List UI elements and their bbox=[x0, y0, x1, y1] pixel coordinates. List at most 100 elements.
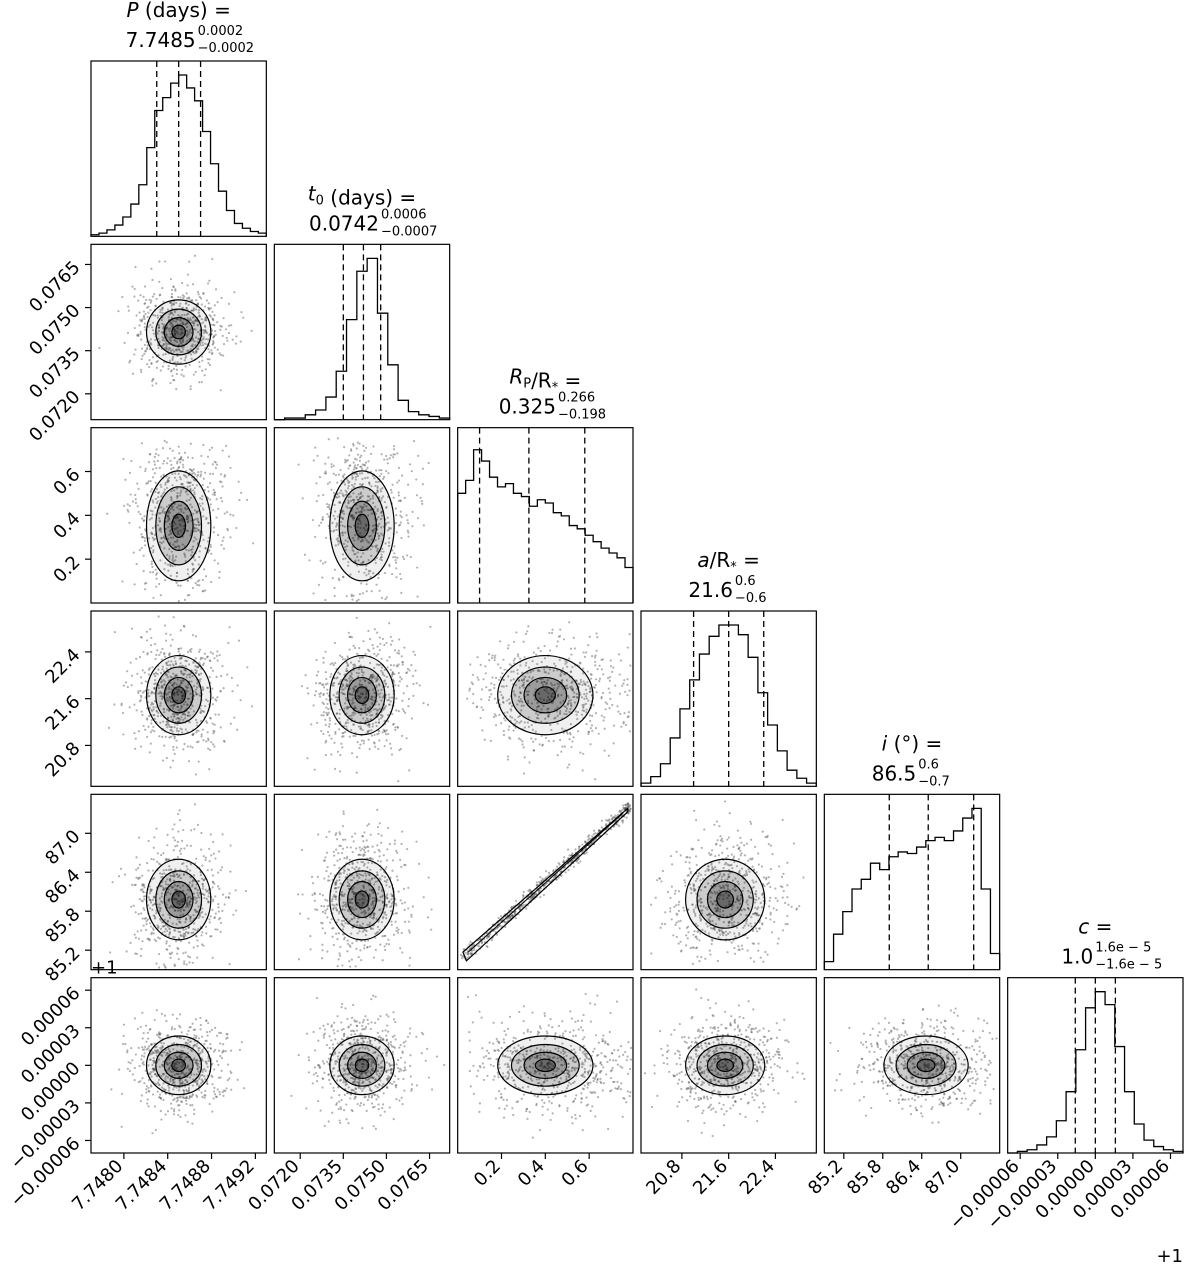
panel-c-vs-i bbox=[823, 977, 1001, 1154]
panel-frame bbox=[273, 243, 451, 421]
x-tick-label-Rp: 0.6 bbox=[558, 1156, 593, 1191]
contours-i-vs-t0 bbox=[329, 858, 395, 941]
param-minus-aR: −0.6 bbox=[735, 591, 767, 606]
scatter-c-vs-Rp bbox=[466, 992, 633, 1139]
panel-frame bbox=[273, 610, 451, 787]
param-plus-P: 0.0002 bbox=[198, 24, 244, 39]
contours-c-vs-P bbox=[145, 1035, 212, 1096]
param-label-Rp: RP/R* = bbox=[509, 365, 581, 396]
x-tick-label-i: 85.8 bbox=[843, 1156, 886, 1199]
contours-Rp-vs-t0 bbox=[329, 470, 395, 582]
panel-Rp-vs-t0 bbox=[273, 427, 451, 604]
x-tick-label-i: 85.2 bbox=[804, 1156, 847, 1199]
contours-aR-vs-t0 bbox=[329, 654, 395, 736]
param-label-c: c = bbox=[1078, 915, 1112, 939]
histogram-Rp bbox=[457, 449, 634, 603]
contours-c-vs-i bbox=[883, 1035, 969, 1096]
panel-P-vs-P bbox=[90, 60, 267, 237]
param-median-c: 1.0 bbox=[1061, 945, 1093, 969]
param-label-i: i (°) = bbox=[882, 731, 943, 755]
param-label-t0: t0 (days) = bbox=[308, 181, 416, 209]
scatter-Rp-vs-t0 bbox=[297, 437, 430, 602]
panel-frame bbox=[457, 793, 634, 971]
contours-i-vs-aR bbox=[684, 858, 766, 941]
contours-i-vs-Rp bbox=[462, 807, 629, 962]
contours-t0-vs-P bbox=[145, 299, 212, 365]
panel-frame bbox=[90, 60, 267, 237]
panel-i-vs-i bbox=[823, 793, 1001, 971]
param-minus-c: −1.6e − 5 bbox=[1095, 958, 1162, 973]
histogram-i bbox=[823, 807, 1001, 970]
param-median-i: 86.5 bbox=[872, 761, 917, 785]
y-tick-label-i: 85.2 bbox=[41, 943, 84, 986]
x-tick-label-aR: 22.4 bbox=[736, 1156, 779, 1199]
y-offset-label-c: +1 bbox=[91, 958, 118, 979]
x-tick-label-aR: 20.8 bbox=[642, 1156, 685, 1199]
panel-frame bbox=[273, 793, 451, 971]
panel-frame bbox=[823, 977, 1001, 1154]
x-tick-label-Rp: 0.2 bbox=[470, 1156, 505, 1191]
y-tick-label-aR: 22.4 bbox=[41, 645, 84, 688]
x-offset-label-c: +1 bbox=[1156, 1246, 1183, 1267]
y-tick-label-Rp: 0.6 bbox=[49, 464, 84, 499]
panel-aR-vs-P bbox=[90, 610, 267, 787]
contours-i-vs-P bbox=[145, 858, 212, 941]
contours-c-vs-aR bbox=[684, 1035, 766, 1096]
scatter-c-vs-i bbox=[829, 1004, 998, 1124]
contours-c-vs-t0 bbox=[329, 1035, 395, 1096]
param-plus-aR: 0.6 bbox=[735, 574, 756, 589]
panel-c-vs-P bbox=[90, 977, 267, 1154]
y-tick-label-aR: 21.6 bbox=[41, 691, 84, 734]
panel-aR-vs-aR bbox=[640, 610, 817, 787]
contours-Rp-vs-P bbox=[145, 470, 212, 582]
x-tick-label-i: 86.4 bbox=[882, 1156, 925, 1199]
param-plus-i: 0.6 bbox=[918, 757, 939, 772]
param-median-aR: 21.6 bbox=[688, 578, 733, 602]
panel-frame bbox=[640, 610, 817, 787]
y-tick-label-Rp: 0.2 bbox=[49, 552, 84, 587]
param-label-P: P (days) = bbox=[126, 0, 230, 22]
y-tick-label-i: 87.0 bbox=[41, 826, 84, 869]
contours-aR-vs-P bbox=[145, 654, 212, 736]
param-minus-i: −0.7 bbox=[918, 774, 950, 789]
param-minus-Rp: −0.198 bbox=[558, 408, 606, 423]
y-tick-label-i: 86.4 bbox=[41, 865, 84, 908]
panel-Rp-vs-P bbox=[90, 427, 267, 604]
panel-frame bbox=[273, 427, 451, 604]
panel-frame bbox=[823, 793, 1001, 971]
histogram-t0 bbox=[274, 257, 451, 421]
panel-aR-vs-Rp bbox=[457, 610, 634, 787]
x-tick-label-Rp: 0.4 bbox=[514, 1156, 549, 1191]
panel-i-vs-P bbox=[90, 793, 267, 971]
panel-frame bbox=[457, 427, 634, 604]
panel-i-vs-aR bbox=[640, 793, 817, 971]
x-tick-label-i: 87.0 bbox=[921, 1156, 964, 1199]
panel-i-vs-t0 bbox=[273, 793, 451, 971]
param-minus-P: −0.0002 bbox=[198, 41, 254, 56]
panel-frame bbox=[457, 610, 634, 787]
panel-frame bbox=[273, 977, 451, 1154]
param-plus-t0: 0.0006 bbox=[381, 207, 427, 222]
panel-frame bbox=[640, 793, 817, 971]
contours-aR-vs-Rp bbox=[497, 654, 594, 736]
param-plus-Rp: 0.266 bbox=[558, 391, 595, 406]
param-minus-t0: −0.0007 bbox=[381, 224, 437, 239]
panel-t0-vs-P bbox=[90, 243, 267, 421]
panel-c-vs-Rp bbox=[457, 977, 634, 1154]
panel-c-vs-c bbox=[1007, 977, 1184, 1154]
panel-aR-vs-t0 bbox=[273, 610, 451, 787]
param-median-t0: 0.0742 bbox=[309, 211, 379, 235]
histogram-P bbox=[90, 74, 267, 237]
param-median-Rp: 0.325 bbox=[499, 395, 556, 419]
panel-c-vs-t0 bbox=[273, 977, 451, 1154]
panel-c-vs-aR bbox=[640, 977, 817, 1154]
x-tick-label-aR: 21.6 bbox=[689, 1156, 732, 1199]
scatter-i-vs-t0 bbox=[297, 808, 433, 968]
y-tick-label-Rp: 0.4 bbox=[49, 508, 84, 543]
panel-i-vs-Rp bbox=[457, 793, 634, 971]
y-tick-label-i: 85.8 bbox=[41, 904, 84, 947]
scatter-i-vs-aR bbox=[649, 800, 805, 965]
param-label-aR: a/R* = bbox=[697, 548, 760, 575]
panel-Rp-vs-Rp bbox=[457, 427, 634, 604]
